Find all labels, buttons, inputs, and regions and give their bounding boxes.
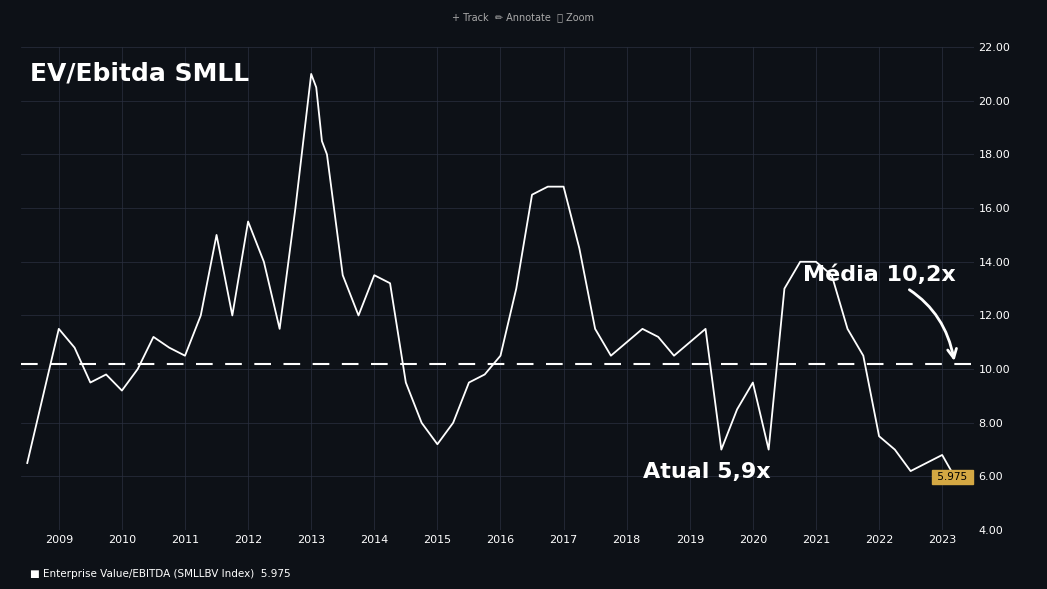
Text: Média 10,2x: Média 10,2x <box>803 265 957 358</box>
Text: 5.975: 5.975 <box>934 472 971 482</box>
Text: EV/Ebitda SMLL: EV/Ebitda SMLL <box>30 62 249 85</box>
Text: + Track  ✏ Annotate  🔍 Zoom: + Track ✏ Annotate 🔍 Zoom <box>452 12 595 22</box>
Text: ■ Enterprise Value/EBITDA (SMLLBV Index)  5.975: ■ Enterprise Value/EBITDA (SMLLBV Index)… <box>30 569 291 579</box>
Text: Atual 5,9x: Atual 5,9x <box>643 462 771 482</box>
